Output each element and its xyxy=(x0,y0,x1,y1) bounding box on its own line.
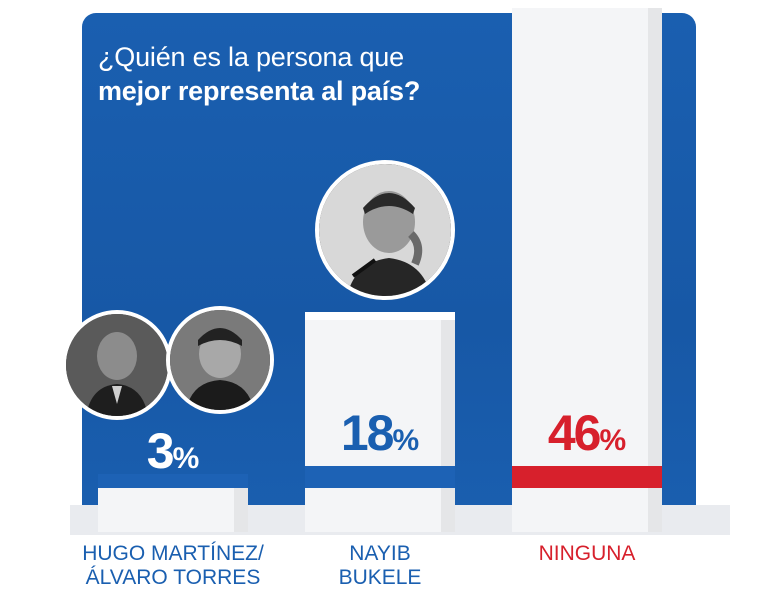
bar-ninguna xyxy=(512,0,662,532)
candidate-photo-torres xyxy=(166,306,274,414)
data-label-unit: % xyxy=(172,442,200,475)
data-label: 18% xyxy=(305,404,455,462)
bar-bukele xyxy=(305,312,455,532)
category-label: HUGO MARTÍNEZ/ ÁLVARO TORRES xyxy=(82,542,264,589)
chart-title-line1: ¿Quién es la persona que xyxy=(98,42,404,72)
data-label-value: 18 xyxy=(340,405,395,461)
data-label-value: 46 xyxy=(547,405,602,461)
chart-title: ¿Quién es la persona que mejor represent… xyxy=(98,40,420,108)
candidate-photo-martinez xyxy=(62,310,172,420)
chart-title-line2: mejor representa al país? xyxy=(98,76,421,106)
bar-stripe xyxy=(305,466,455,488)
data-label-unit: % xyxy=(599,424,627,457)
data-label: 46% xyxy=(512,404,662,462)
candidate-photo-bukele xyxy=(315,160,455,300)
bar-martinez-torres xyxy=(98,474,248,532)
bar-stripe xyxy=(512,466,662,488)
category-label: NAYIB BUKELE xyxy=(338,542,422,589)
bar-top-face xyxy=(305,312,455,320)
data-label-value: 3 xyxy=(146,423,175,479)
category-label: NINGUNA xyxy=(538,542,636,565)
data-label: 3% xyxy=(98,422,248,480)
data-label-unit: % xyxy=(392,424,420,457)
bar-stripe xyxy=(98,474,248,488)
bar-top-face xyxy=(512,0,662,8)
